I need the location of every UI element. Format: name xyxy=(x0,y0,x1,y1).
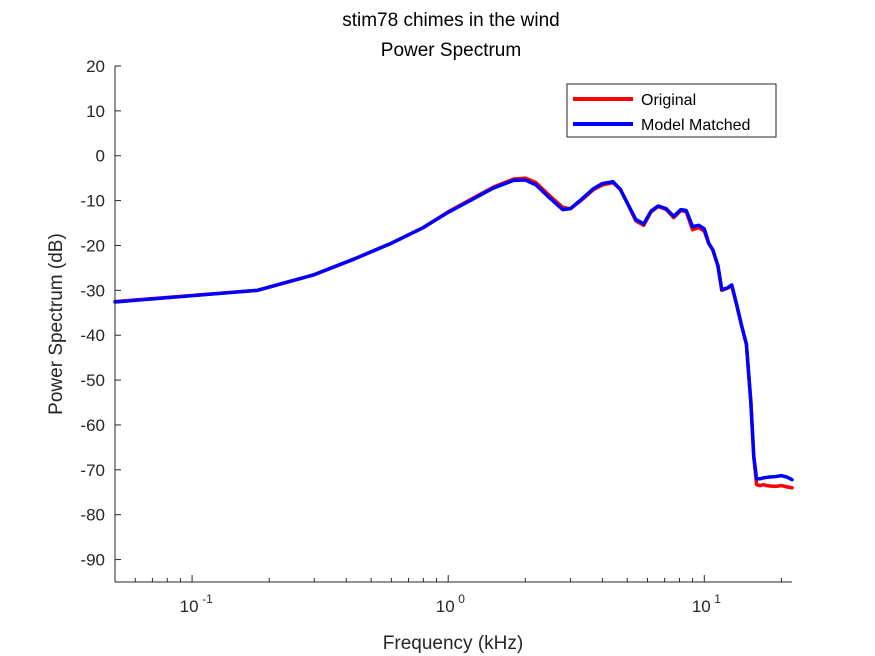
legend-label-original: Original xyxy=(641,92,696,109)
y-tick-label: -40 xyxy=(80,326,105,345)
y-axis-label: Power Spectrum (dB) xyxy=(46,233,67,415)
y-tick-label: 0 xyxy=(96,147,105,166)
y-tick-label: -90 xyxy=(80,551,105,570)
x-axis-label: Frequency (kHz) xyxy=(383,633,523,654)
series-layer xyxy=(113,176,794,490)
series-line-model-matched xyxy=(113,178,794,482)
x-ticks: 10 -1 10 0 10 1 xyxy=(114,575,782,616)
y-tick-label: -50 xyxy=(80,371,105,390)
y-tick-label: 20 xyxy=(86,57,105,76)
legend: Original Model Matched xyxy=(566,83,777,138)
y-tick-label: -20 xyxy=(80,236,105,255)
y-tick-label: -60 xyxy=(80,416,105,435)
y-ticks: 20 10 0 -10 -20 -30 -40 -50 -60 -70 -80 -90 xyxy=(80,57,121,570)
x-tick-exponent: 0 xyxy=(458,592,465,606)
y-tick-label: 10 xyxy=(86,102,105,121)
x-tick-label: 10 xyxy=(180,597,199,616)
x-tick-exponent: 1 xyxy=(714,592,721,606)
x-tick-label: 10 xyxy=(436,597,455,616)
plot-area xyxy=(115,66,792,582)
x-tick-label: 10 xyxy=(692,597,711,616)
y-tick-label: -30 xyxy=(80,281,105,300)
chart-title-line-2: Power Spectrum xyxy=(381,40,521,61)
y-tick-label: -10 xyxy=(80,192,105,211)
chart-title-line-1: stim78 chimes in the wind xyxy=(342,10,560,31)
y-tick-label: -70 xyxy=(80,461,105,480)
legend-box xyxy=(566,83,777,138)
x-tick-exponent: -1 xyxy=(202,592,213,606)
y-tick-label: -80 xyxy=(80,506,105,525)
legend-label-model-matched: Model Matched xyxy=(641,117,750,134)
